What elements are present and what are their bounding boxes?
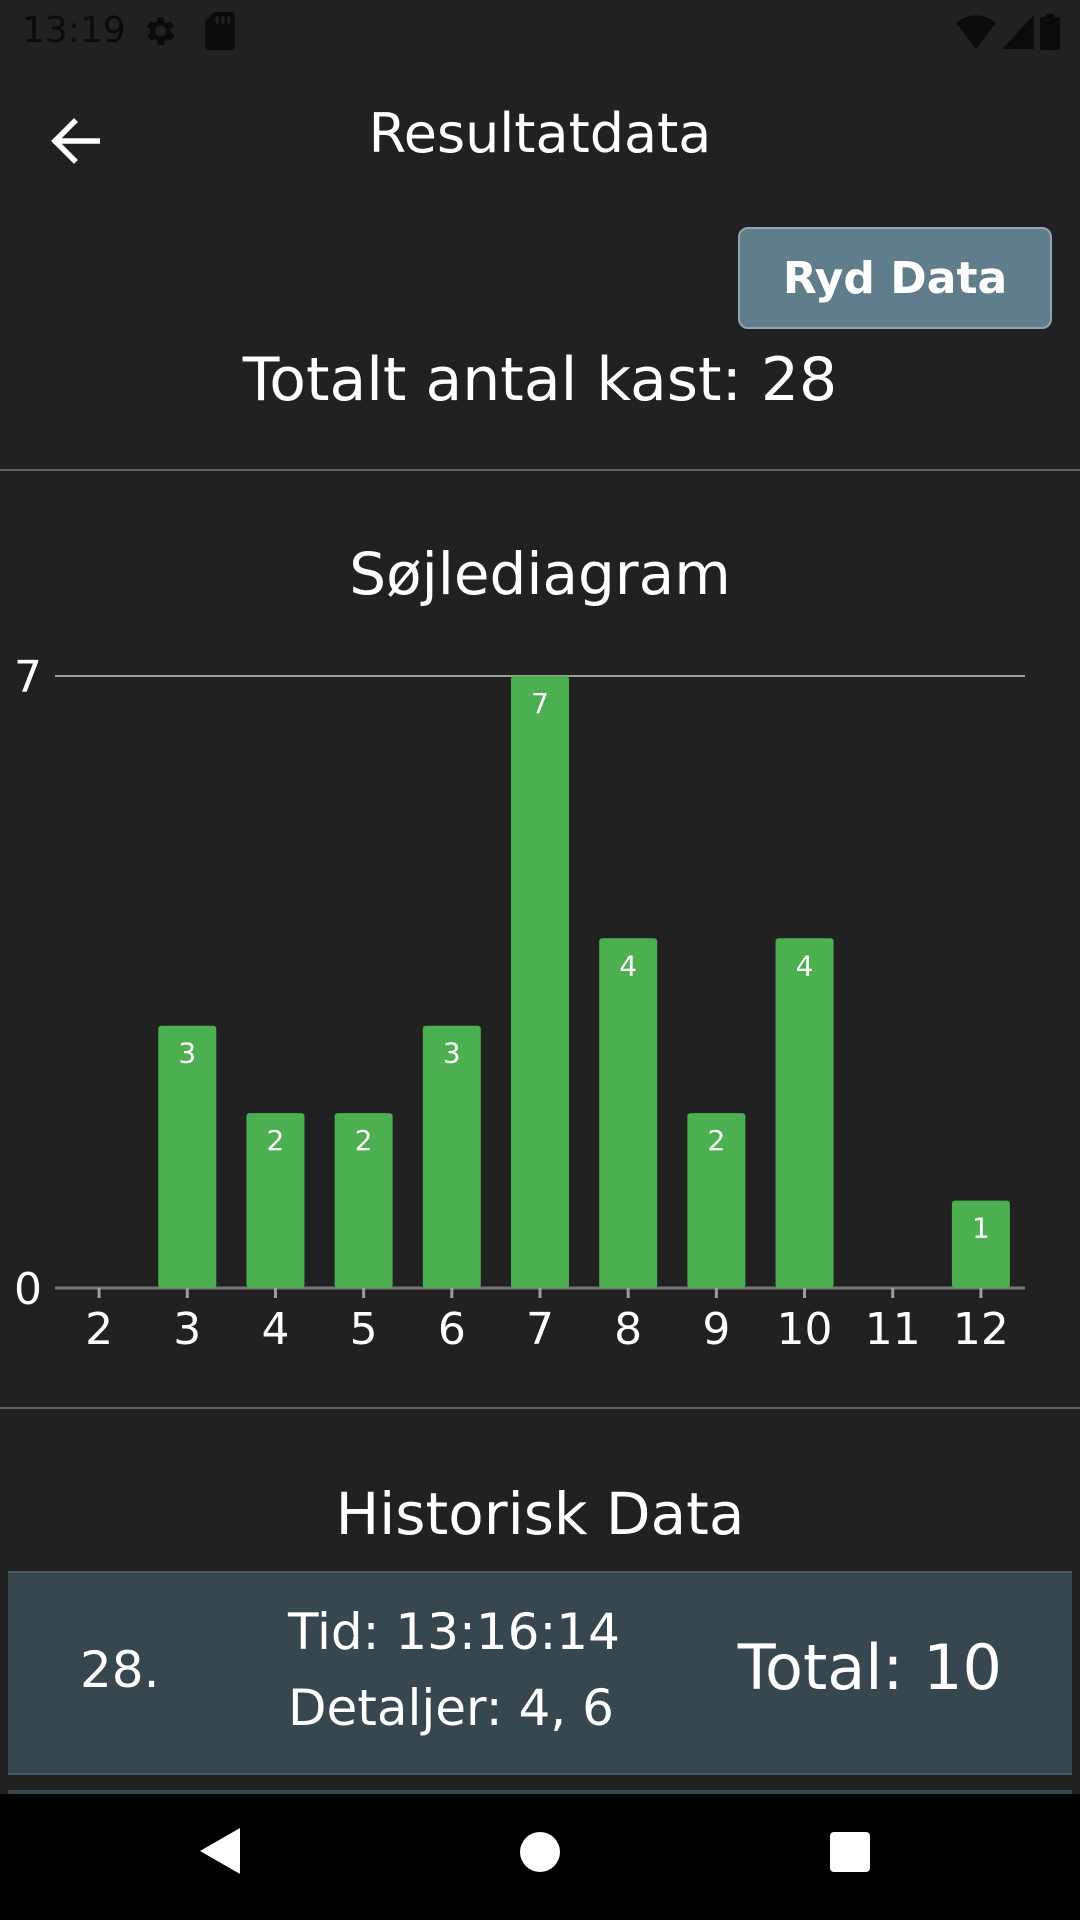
wifi-icon xyxy=(956,15,996,49)
status-bar: 13:19 xyxy=(0,0,1080,62)
clear-data-button[interactable]: Ryd Data xyxy=(738,227,1052,329)
nav-recents-icon[interactable] xyxy=(830,1832,870,1872)
x-tick-label: 7 xyxy=(526,1304,554,1355)
bar-value-label: 3 xyxy=(443,1037,461,1070)
row-time: Tid: 13:16:14 xyxy=(288,1603,620,1661)
x-tick-label: 11 xyxy=(865,1304,921,1355)
chart-title: Søjlediagram xyxy=(349,540,731,608)
sd-card-icon xyxy=(205,12,235,50)
bar-12 xyxy=(951,1200,1010,1288)
bar-value-label: 4 xyxy=(796,949,814,982)
status-time: 13:19 xyxy=(22,10,126,51)
back-button[interactable] xyxy=(40,106,110,176)
bar-value-label: 3 xyxy=(178,1037,196,1070)
status-icons xyxy=(956,12,1060,52)
system-nav-bar xyxy=(0,1794,1080,1920)
nav-home-icon[interactable] xyxy=(520,1832,560,1872)
nav-back-icon[interactable] xyxy=(200,1828,240,1874)
divider xyxy=(0,1407,1080,1409)
divider xyxy=(0,469,1080,471)
bar-5 xyxy=(334,1113,393,1288)
y-tick-label: 0 xyxy=(14,1264,42,1315)
bar-3 xyxy=(158,1025,217,1288)
x-tick-label: 2 xyxy=(85,1304,113,1355)
x-tick-label: 8 xyxy=(614,1304,642,1355)
x-tick-label: 5 xyxy=(350,1304,378,1355)
arrow-left-icon xyxy=(51,118,100,164)
app-bar: Resultatdata xyxy=(0,62,1080,210)
gear-icon xyxy=(146,17,175,45)
x-tick-label: 9 xyxy=(702,1304,730,1355)
history-title: Historisk Data xyxy=(335,1480,745,1548)
next-row-edge xyxy=(8,1790,1072,1794)
x-tick-label: 3 xyxy=(173,1304,201,1355)
bar-7 xyxy=(511,676,569,1288)
bar-8 xyxy=(599,938,658,1288)
page-title: Resultatdata xyxy=(368,102,712,165)
x-tick-label: 4 xyxy=(261,1304,289,1355)
x-tick-label: 6 xyxy=(438,1304,466,1355)
row-total: Total: 10 xyxy=(737,1631,1002,1704)
bar-value-label: 7 xyxy=(531,687,549,720)
bar-value-label: 2 xyxy=(707,1124,725,1157)
bar-chart: 0 7 2 3 3 4 2 5 2 6 3 7 7 8 4 9 2 10 4 11 12 1 xyxy=(14,652,1025,1355)
row-index: 28. xyxy=(80,1641,160,1699)
total-throws-text: Totalt antal kast: 28 xyxy=(242,345,838,415)
y-tick-label: 7 xyxy=(14,652,42,703)
bar-value-label: 2 xyxy=(267,1124,285,1157)
x-tick-label: 12 xyxy=(953,1304,1009,1355)
bar-value-label: 4 xyxy=(619,949,637,982)
bar-value-label: 1 xyxy=(972,1212,990,1245)
bar-9 xyxy=(687,1113,746,1288)
x-tick-label: 10 xyxy=(777,1304,833,1355)
signal-icon xyxy=(1002,15,1034,49)
battery-icon xyxy=(1040,14,1060,50)
bar-4 xyxy=(246,1113,305,1288)
history-row[interactable]: 28. Tid: 13:16:14 Detaljer: 4, 6 Total: … xyxy=(8,1571,1072,1775)
bar-6 xyxy=(422,1025,481,1288)
row-details: Detaljer: 4, 6 xyxy=(288,1679,614,1737)
bar-value-label: 2 xyxy=(355,1124,373,1157)
bar-10 xyxy=(775,938,834,1288)
